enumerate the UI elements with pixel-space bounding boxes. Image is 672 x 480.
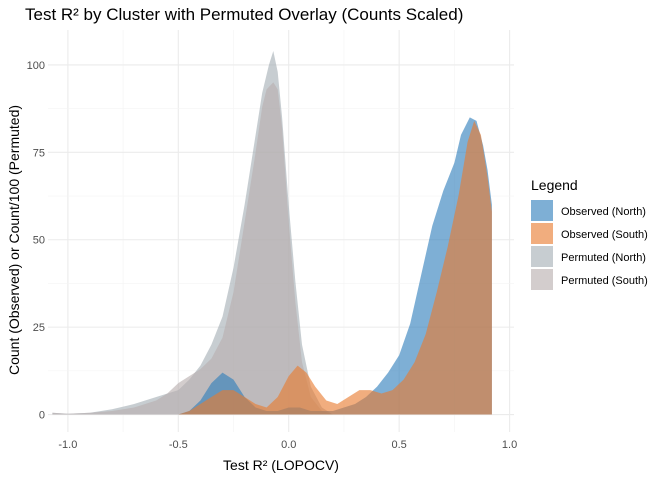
y-tick-label: 25 <box>33 322 45 334</box>
x-tick-label: 0.5 <box>392 439 407 451</box>
legend-swatch-observed-south <box>531 223 553 244</box>
x-tick-label: 0.0 <box>281 439 296 451</box>
density-areas <box>52 51 492 415</box>
y-axis-title: Count (Observed) or Count/100 (Permuted) <box>6 105 22 375</box>
x-tick-label: 1.0 <box>502 439 517 451</box>
legend-label-observed-south: Observed (South) <box>561 229 648 241</box>
area-observed-north <box>178 117 492 415</box>
y-tick-label: 100 <box>27 60 45 72</box>
chart-title: Test R² by Cluster with Permuted Overlay… <box>25 5 463 24</box>
y-tick-label: 75 <box>33 147 45 159</box>
x-tick-labels: -1.0 -0.5 0.0 0.5 1.0 <box>58 439 517 451</box>
x-axis-title: Test R² (LOPOCV) <box>223 457 339 473</box>
y-tick-label: 50 <box>33 235 45 247</box>
legend-label-permuted-south: Permuted (South) <box>561 275 648 287</box>
legend-label-permuted-north: Permuted (North) <box>561 252 646 264</box>
y-tick-label: 0 <box>39 410 45 422</box>
area-permuted-south <box>52 82 333 415</box>
x-tick-label: -1.0 <box>58 439 77 451</box>
legend-label-observed-north: Observed (North) <box>561 206 646 218</box>
legend-title: Legend <box>531 177 578 193</box>
legend-swatch-permuted-south <box>531 269 553 290</box>
legend-swatch-observed-north <box>531 200 553 221</box>
y-tick-labels: 0 25 50 75 100 <box>27 60 45 422</box>
legend-swatch-permuted-north <box>531 246 553 267</box>
area-observed-south <box>178 120 492 415</box>
x-tick-label: -0.5 <box>169 439 188 451</box>
legend: Legend Observed (North) Observed (South) P… <box>531 177 648 290</box>
